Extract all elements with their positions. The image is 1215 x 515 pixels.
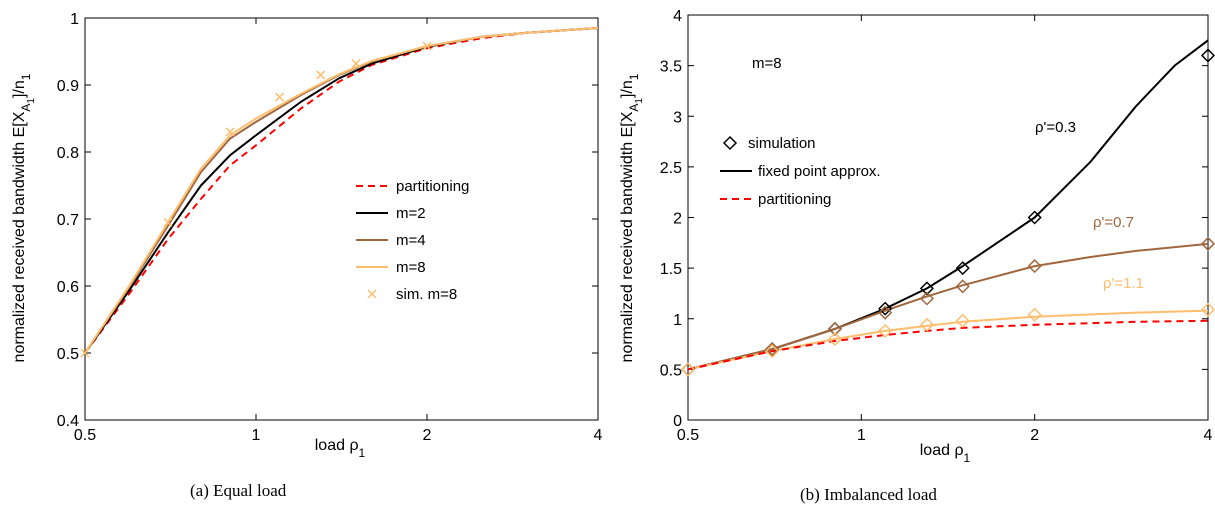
- axes-box: [84, 17, 599, 421]
- y-tick-label: 3.5: [660, 59, 682, 76]
- x-tick-label: 0.5: [74, 427, 96, 444]
- data-point-x-marker: [351, 59, 361, 69]
- y-tick-label: 1: [673, 312, 682, 329]
- x-tick-label: 0.5: [677, 427, 699, 444]
- y-tick-label: 0.5: [57, 346, 79, 363]
- annotation-label: ρ'=0.7: [1093, 214, 1134, 231]
- annotation-label: ρ'=1.1: [1103, 275, 1144, 292]
- data-point-diamond-marker: [1200, 48, 1215, 63]
- data-point-x-marker: [225, 127, 235, 137]
- text-span: 1: [26, 98, 37, 104]
- text-span: 1: [19, 73, 33, 80]
- text-span: 1: [359, 446, 366, 460]
- legend-label: m=8: [396, 259, 426, 276]
- data-point-diamond-marker: [765, 342, 780, 357]
- data-point-diamond-marker: [1200, 302, 1215, 317]
- data-point-diamond-marker: [827, 321, 843, 336]
- data-point-x-marker: [163, 217, 173, 227]
- y-tick-label: 1: [70, 11, 79, 28]
- data-point-diamond-marker: [955, 279, 970, 294]
- series-line-1-1: [688, 309, 1208, 371]
- data-point-diamond-marker: [765, 344, 780, 359]
- y-axis-label: normalized received bandwidth E[XA1]/n1: [11, 73, 37, 362]
- legend: simulation fixed point approx. partitionin…: [720, 135, 881, 208]
- data-point-diamond-marker: [1027, 307, 1042, 322]
- data-point-diamond-marker: [1027, 210, 1042, 225]
- annotation-label: m=8: [752, 55, 782, 72]
- data-point-x-marker: [80, 348, 90, 358]
- text-span: ]/n: [619, 80, 636, 98]
- x-tick-label: 1: [252, 427, 261, 444]
- text-span: A: [19, 104, 33, 112]
- legend-label: m=2: [396, 205, 426, 222]
- text-span: 1: [964, 451, 971, 465]
- y-tick-label: 1.5: [660, 261, 682, 278]
- y-tick-label: 0.7: [57, 212, 79, 229]
- x-axis-label: load ρ1: [315, 437, 366, 460]
- legend: partitioning m=2 m=4 m=8 sim. m=8: [356, 178, 469, 303]
- y-tick-label: 0: [673, 413, 682, 430]
- data-point-diamond-marker: [1200, 236, 1215, 251]
- data-point-diamond-marker: [919, 317, 935, 332]
- plot-area: [85, 27, 598, 354]
- series-line-0-7: [688, 242, 1208, 371]
- data-point-diamond-marker: [878, 301, 893, 316]
- text-span: 1: [627, 73, 641, 80]
- data-point-diamond-marker: [878, 323, 893, 338]
- data-point-diamond-marker: [919, 291, 935, 306]
- data-point-x-marker: [422, 41, 432, 51]
- y-tick-label: 4: [673, 8, 682, 25]
- y-tick-label: 3: [673, 109, 682, 126]
- x-axis-label: load ρ1: [920, 442, 971, 465]
- x-tick-label: 4: [594, 427, 603, 444]
- data-point-diamond-marker: [878, 305, 893, 320]
- text-span: ]/n: [11, 80, 28, 98]
- text-span: A: [627, 104, 641, 112]
- data-point-diamond-marker: [919, 281, 935, 296]
- annotation-label: ρ'=0.3: [1035, 119, 1076, 136]
- legend-label: partitioning: [396, 178, 469, 195]
- y-tick-label: 2.5: [660, 160, 682, 177]
- y-tick-label: 0.5: [660, 362, 682, 379]
- y-tick-label: 0.4: [57, 413, 79, 430]
- series-line-partitioning: [688, 319, 1208, 371]
- y-tick-label: 2: [673, 211, 682, 228]
- y-tick-label: 0.8: [57, 145, 79, 162]
- legend-x-marker-icon: [367, 289, 377, 299]
- data-point-diamond-marker: [827, 331, 843, 347]
- figure-caption: (a) Equal load: [190, 481, 287, 500]
- y-tick-label: 0.9: [57, 78, 79, 95]
- data-point-diamond-marker: [680, 362, 696, 377]
- x-tick-label: 2: [1030, 427, 1039, 444]
- data-point-diamond-marker: [955, 261, 970, 276]
- figure-caption: (b) Imbalanced load: [800, 485, 937, 504]
- series-line-partitioning: [85, 27, 598, 354]
- x-tick-label: 2: [423, 427, 432, 444]
- data-point-x-marker: [274, 92, 285, 102]
- y-axis-label: normalized received bandwidth E[XA1]/n1: [619, 73, 645, 362]
- legend-label: partitioning: [758, 191, 831, 208]
- x-tick-label: 4: [1204, 427, 1213, 444]
- legend-label: fixed point approx.: [758, 163, 881, 180]
- legend-label: simulation: [748, 135, 816, 152]
- legend-diamond-icon: [722, 135, 738, 151]
- legend-label: sim. m=8: [396, 286, 457, 303]
- data-point-x-marker: [316, 70, 326, 80]
- y-tick-label: 0.6: [57, 279, 79, 296]
- data-point-diamond-marker: [955, 313, 970, 328]
- legend-label: m=4: [396, 232, 426, 249]
- data-point-diamond-marker: [1027, 259, 1042, 274]
- series-line-m-2: [85, 27, 598, 354]
- text-span: 1: [634, 98, 645, 104]
- x-tick-label: 1: [857, 427, 866, 444]
